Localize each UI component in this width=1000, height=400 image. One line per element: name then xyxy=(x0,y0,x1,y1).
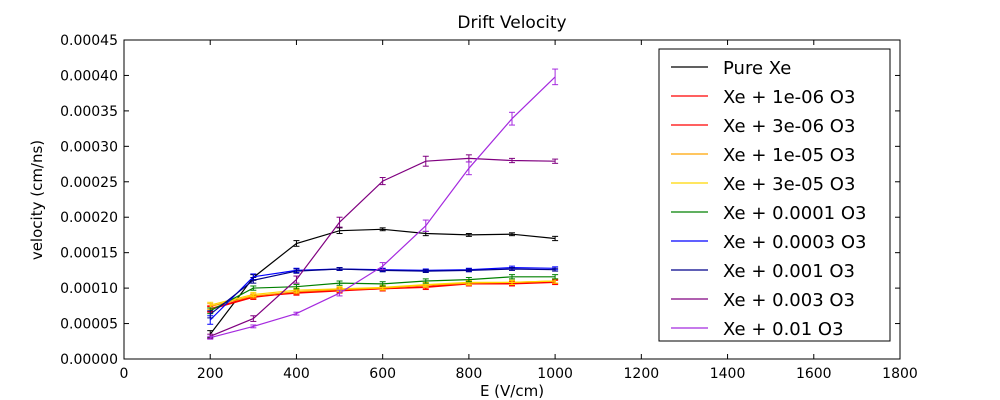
legend-entry: Xe + 3e-05 O3 xyxy=(671,174,855,195)
chart-title: Drift Velocity xyxy=(457,13,566,33)
error-bar xyxy=(207,310,214,319)
legend-label: Xe + 3e-06 O3 xyxy=(723,116,855,137)
legend-entry: Xe + 1e-06 O3 xyxy=(671,87,855,108)
error-bar xyxy=(379,281,386,287)
error-bar xyxy=(293,268,300,274)
legend-label: Xe + 0.0003 O3 xyxy=(723,232,866,253)
error-bar xyxy=(250,324,257,329)
legend-entry: Xe + 3e-06 O3 xyxy=(671,116,855,137)
legend-entry: Xe + 0.0001 O3 xyxy=(671,203,866,224)
x-tick-label: 200 xyxy=(197,366,224,382)
legend-label: Xe + 0.01 O3 xyxy=(723,319,844,340)
x-tick-label: 1400 xyxy=(710,366,746,382)
error-bar xyxy=(336,289,343,297)
error-bar xyxy=(509,279,515,286)
error-bar xyxy=(422,155,429,167)
series-group xyxy=(207,267,559,319)
error-bar xyxy=(552,68,559,86)
error-bar xyxy=(465,276,472,283)
error-bar xyxy=(509,274,515,280)
y-tick-label: 0.00025 xyxy=(60,175,118,191)
series-group xyxy=(207,154,559,339)
y-tick-label: 0.00040 xyxy=(60,68,118,84)
error-bar xyxy=(293,284,300,290)
error-bar xyxy=(379,262,386,271)
legend-entry: Xe + 0.0003 O3 xyxy=(671,232,866,253)
y-tick-label: 0.00020 xyxy=(60,210,118,226)
error-bar xyxy=(250,276,257,284)
x-tick-label: 600 xyxy=(369,366,396,382)
y-tick-label: 0.00030 xyxy=(60,139,118,155)
error-bar xyxy=(465,268,472,273)
error-bar xyxy=(250,285,257,291)
error-bar xyxy=(293,311,300,316)
error-bar xyxy=(336,227,343,235)
error-bar xyxy=(207,335,214,340)
y-tick-label: 0.00000 xyxy=(60,352,118,368)
error-bar xyxy=(336,280,343,286)
x-tick-label: 1800 xyxy=(882,366,918,382)
legend-entry: Xe + 1e-05 O3 xyxy=(671,145,855,166)
x-tick-label: 1000 xyxy=(537,366,573,382)
error-bar xyxy=(509,267,515,271)
y-tick-label: 0.00005 xyxy=(60,317,118,333)
error-bar xyxy=(379,227,386,232)
error-bar xyxy=(250,315,257,322)
legend-label: Xe + 1e-05 O3 xyxy=(723,145,855,166)
error-bar xyxy=(465,161,472,176)
legend-entry: Xe + 0.01 O3 xyxy=(671,319,844,340)
error-bar xyxy=(509,111,515,126)
legend-entry: Pure Xe xyxy=(671,58,791,79)
legend-box xyxy=(658,48,891,342)
x-axis-label: E (V/cm) xyxy=(480,382,544,400)
legend-label: Xe + 0.0001 O3 xyxy=(723,203,866,224)
error-bar xyxy=(509,232,515,237)
y-tick-label: 0.00015 xyxy=(60,246,118,262)
error-bar xyxy=(465,233,472,237)
plot-area-frame xyxy=(123,39,901,360)
y-tick-label: 0.00035 xyxy=(60,104,118,120)
y-axis-ticks: 0.00000 0.00005 0.00010 0.00015 0.00020 0.000… xyxy=(60,33,900,368)
error-bar xyxy=(336,216,343,228)
legend-label: Xe + 3e-05 O3 xyxy=(723,174,855,195)
error-bar xyxy=(379,177,386,186)
legend-label: Pure Xe xyxy=(723,58,791,79)
x-tick-label: 1600 xyxy=(796,366,832,382)
error-bar xyxy=(552,274,559,280)
y-tick-label: 0.00045 xyxy=(60,33,118,49)
legend-entry: Xe + 0.001 O3 xyxy=(671,261,855,282)
error-bar xyxy=(552,158,559,164)
error-bar xyxy=(552,235,559,242)
x-tick-label: 1200 xyxy=(624,366,660,382)
error-bar xyxy=(293,240,300,247)
plot-series xyxy=(207,68,559,340)
legend-entry: Xe + 0.003 O3 xyxy=(671,290,855,311)
x-axis-ticks: 0 200 400 600 800 1000 1200 1400 1600 1800 xyxy=(120,40,918,382)
error-bar xyxy=(293,275,300,284)
error-bar xyxy=(336,267,343,271)
y-axis-label: velocity (cm/ns) xyxy=(28,140,46,260)
series-group xyxy=(207,68,559,340)
y-tick-label: 0.00010 xyxy=(60,281,118,297)
error-bar xyxy=(509,157,515,164)
error-bar xyxy=(422,269,429,274)
legend-label: Xe + 0.003 O3 xyxy=(723,290,855,311)
x-tick-label: 800 xyxy=(456,366,483,382)
x-tick-label: 0 xyxy=(120,366,129,382)
legend-label: Xe + 0.001 O3 xyxy=(723,261,855,282)
error-bar xyxy=(250,291,257,298)
legend: Pure Xe Xe + 1e-06 O3 Xe + 3e-06 O3 Xe + 1e… xyxy=(658,48,891,342)
legend-label: Xe + 1e-06 O3 xyxy=(723,87,855,108)
error-bar xyxy=(422,278,429,284)
legend-entries: Pure Xe Xe + 1e-06 O3 Xe + 3e-06 O3 Xe + 1e… xyxy=(671,58,866,340)
error-bar xyxy=(552,267,559,272)
error-bar xyxy=(422,219,429,232)
x-tick-label: 400 xyxy=(283,366,310,382)
